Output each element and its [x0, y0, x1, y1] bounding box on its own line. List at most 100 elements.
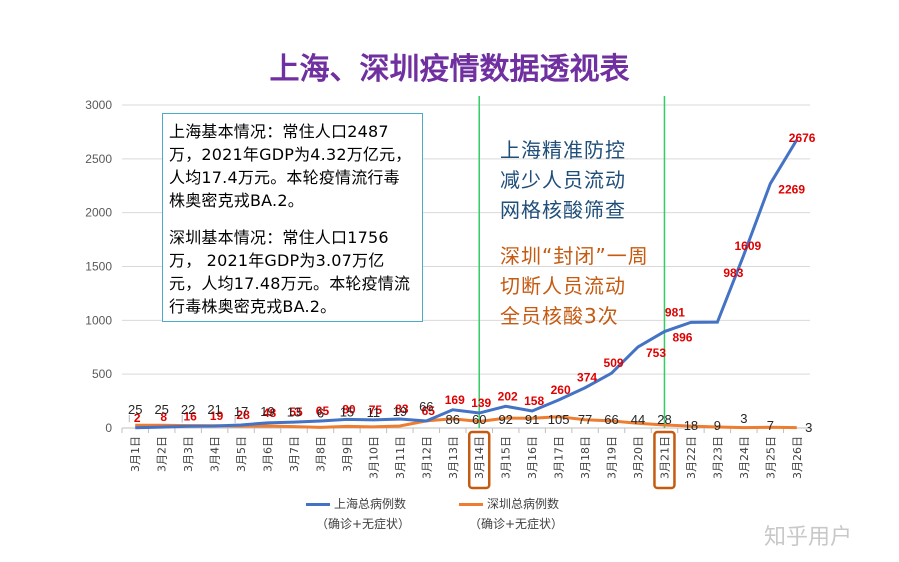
x-tick-label: 3月14日 — [473, 436, 486, 479]
date-highlight-box — [467, 430, 491, 490]
x-tick-label: 3月17日 — [553, 436, 566, 479]
legend-shanghai-label: 上海总病例数 — [334, 497, 407, 511]
series-line-shenzhen — [135, 415, 797, 430]
x-tick-label: 3月20日 — [632, 436, 645, 479]
x-tick-label: 3月25日 — [764, 436, 777, 479]
chart-title: 上海、深圳疫情数据透视表 — [269, 52, 630, 87]
data-label-shanghai: 75 — [369, 403, 383, 417]
info-box: 上海基本情况：常住人口2487万，2021年GDP为4.32万亿元，人均17.4… — [162, 113, 423, 322]
x-tick-label: 3月24日 — [738, 436, 751, 479]
x-tick-label: 3月10日 — [367, 436, 380, 479]
shanghai-measure-1: 上海精准防控 — [500, 138, 626, 162]
data-label-shanghai: 374 — [577, 371, 597, 385]
data-label-shenzhen: 3 — [805, 420, 812, 435]
data-label-shanghai: 65 — [422, 404, 436, 418]
data-label-shenzhen: 19 — [393, 404, 407, 419]
data-label-shanghai: 19 — [210, 409, 224, 423]
y-tick-label: 0 — [105, 421, 112, 435]
data-label-shenzhen: 15 — [340, 404, 354, 419]
x-tick-label: 3月11日 — [394, 436, 407, 479]
data-label-shenzhen: 11 — [367, 405, 381, 420]
data-label-shanghai: 753 — [646, 346, 666, 360]
x-tick-label: 3月3日 — [182, 436, 195, 472]
shenzhen-info-text: 深圳基本情况：常住人口1756万， 2021年GDP为3.07万亿元，人均17.… — [169, 228, 411, 316]
shenzhen-measure-1: 深圳“封闭”一周 — [500, 244, 649, 268]
data-label-shanghai: 981 — [665, 305, 685, 319]
data-label-shenzhen: 92 — [498, 412, 512, 427]
data-label-shanghai: 983 — [723, 266, 743, 280]
data-label-shanghai: 55 — [289, 405, 303, 419]
y-tick-label: 3000 — [85, 98, 112, 112]
x-tick-label: 3月1日 — [129, 436, 142, 472]
data-label-shenzhen: 19 — [260, 404, 274, 419]
data-label-shanghai: 509 — [604, 356, 624, 370]
data-label-shenzhen: 77 — [578, 412, 592, 427]
data-label-shanghai: 2 — [134, 411, 141, 425]
x-tick-label: 3月22日 — [685, 436, 698, 479]
x-tick-label: 3月8日 — [314, 436, 327, 472]
data-label-shanghai: 2269 — [778, 183, 805, 197]
y-tick-label: 2500 — [85, 152, 112, 166]
data-label-shanghai: 1609 — [734, 239, 761, 253]
legend-shenzhen: 深圳总病例数 （确诊+无症状） — [459, 495, 563, 532]
data-label-shanghai: 16 — [183, 409, 197, 423]
shenzhen-measure-3: 全员核酸3次 — [500, 304, 619, 328]
x-tick-label: 3月6日 — [262, 436, 275, 472]
x-tick-label: 3月2日 — [156, 436, 169, 472]
legend-shanghai: 上海总病例数 （确诊+无症状） — [306, 495, 410, 532]
legend-shenzhen-label: 深圳总病例数 — [487, 497, 560, 511]
x-tick-label: 3月13日 — [447, 436, 460, 479]
data-label-shenzhen: 18 — [684, 418, 698, 433]
x-tick-label: 3月9日 — [341, 436, 354, 472]
y-tick-label: 1500 — [85, 260, 112, 274]
data-label-shenzhen: 6 — [317, 405, 324, 420]
data-label-shanghai: 202 — [498, 389, 518, 403]
data-label-shenzhen: 66 — [604, 412, 618, 427]
x-tick-label: 3月5日 — [235, 436, 248, 472]
x-tick-label: 3月7日 — [288, 436, 301, 472]
y-tick-label: 500 — [92, 367, 112, 381]
watermark: 知乎用户 — [764, 525, 853, 550]
data-label-shenzhen: 25 — [154, 402, 168, 417]
data-label-shenzhen: 21 — [207, 402, 221, 417]
data-label-shanghai: 65 — [316, 404, 330, 418]
data-label-shanghai: 83 — [395, 402, 409, 416]
legend-shanghai-swatch — [306, 503, 330, 506]
y-tick-label: 1000 — [85, 313, 112, 327]
data-label-shenzhen: 28 — [657, 412, 671, 427]
x-tick-label: 3月15日 — [500, 436, 513, 479]
data-label-shenzhen: 7 — [767, 418, 774, 433]
legend-shanghai-sub: （确诊+无症状） — [316, 517, 411, 531]
shanghai-measures: 上海精准防控 减少人员流动 网格核酸筛查 — [500, 135, 626, 225]
data-label-shanghai: 2676 — [789, 131, 816, 145]
x-tick-label: 3月12日 — [420, 436, 433, 479]
data-label-shenzhen: 105 — [548, 412, 570, 427]
data-label-shanghai: 169 — [445, 393, 465, 407]
data-label-shenzhen: 86 — [446, 412, 460, 427]
shanghai-info-text: 上海基本情况：常住人口2487万，2021年GDP为4.32万亿元，人均17.4… — [169, 122, 412, 210]
data-label-shanghai: 80 — [342, 402, 356, 416]
x-tick-label: 3月4日 — [209, 436, 222, 472]
x-tick-label: 3月18日 — [579, 436, 592, 479]
data-label-shenzhen: 22 — [181, 402, 195, 417]
data-label-shanghai: 8 — [160, 410, 167, 424]
shanghai-measure-3: 网格核酸筛查 — [500, 198, 626, 222]
data-label-shenzhen: 9 — [714, 418, 721, 433]
shenzhen-measure-2: 切断人员流动 — [500, 274, 626, 298]
data-label-shenzhen: 13 — [287, 405, 301, 420]
data-label-shanghai: 48 — [263, 406, 277, 420]
data-label-shanghai: 896 — [672, 331, 692, 345]
data-label-shenzhen: 17 — [234, 404, 248, 419]
data-label-shanghai: 158 — [524, 394, 544, 408]
data-label-shenzhen: 3 — [740, 411, 747, 426]
legend-shenzhen-swatch — [459, 503, 483, 506]
data-label-shenzhen: 66 — [419, 399, 433, 414]
data-label-shenzhen: 91 — [525, 412, 539, 427]
date-highlight-box — [653, 430, 676, 490]
shanghai-measure-2: 减少人员流动 — [500, 168, 626, 192]
data-label-shenzhen: 60 — [472, 412, 486, 427]
shenzhen-measures: 深圳“封闭”一周 切断人员流动 全员核酸3次 — [500, 241, 649, 331]
x-tick-label: 3月21日 — [658, 436, 671, 479]
data-label-shenzhen: 44 — [631, 412, 645, 427]
